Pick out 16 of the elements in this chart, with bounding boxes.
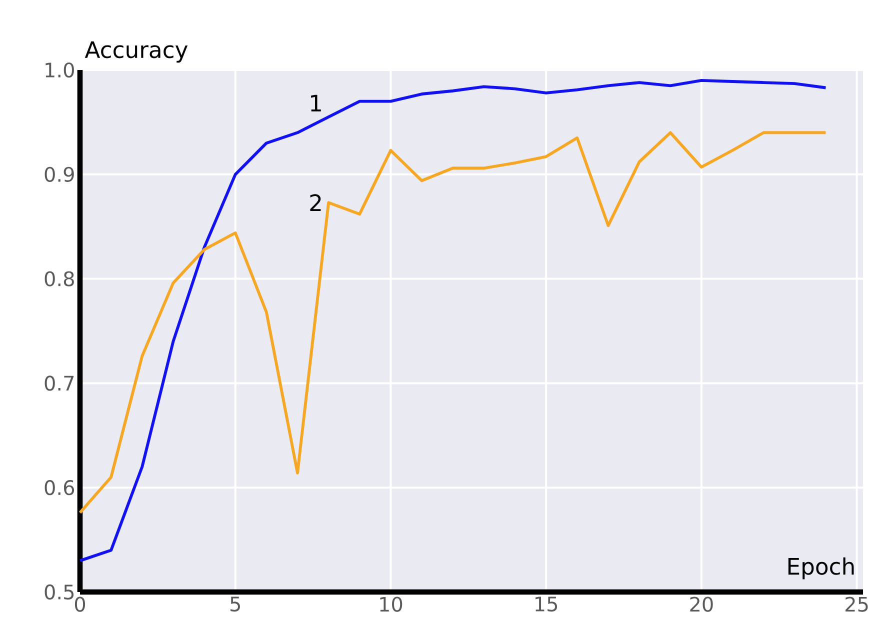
y-axis-title: Accuracy: [84, 41, 188, 63]
x-tick-label: 25: [846, 596, 868, 612]
y-tick-label: 0.5: [44, 584, 74, 600]
y-tick-label: 0.9: [44, 166, 74, 182]
y-tick-label: 0.6: [44, 480, 74, 496]
x-tick-label: 5: [230, 596, 240, 612]
x-tick-label: 15: [536, 596, 558, 612]
x-axis-title: Epoch: [788, 557, 854, 580]
y-tick-label: 0.7: [44, 376, 74, 391]
x-tick-label: 0: [74, 596, 86, 612]
y-tick-label: 1.0: [46, 62, 74, 78]
series-label: 1: [311, 94, 321, 112]
x-tick-label: 10: [380, 596, 402, 612]
y-tick-label: 0.8: [44, 271, 74, 286]
series-label: 2: [310, 194, 321, 211]
x-tick-label: 20: [690, 596, 713, 612]
